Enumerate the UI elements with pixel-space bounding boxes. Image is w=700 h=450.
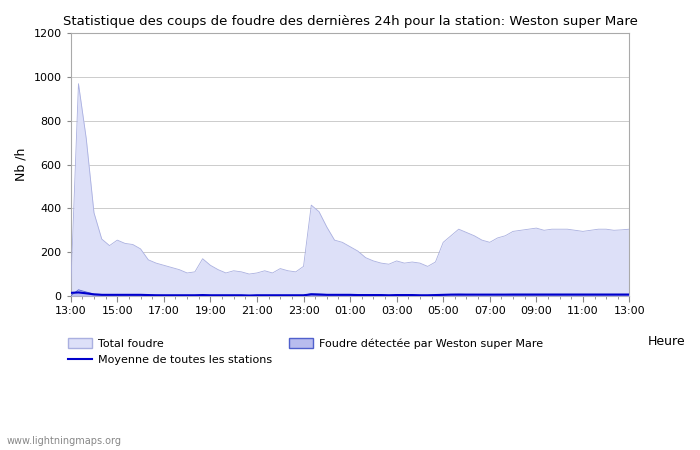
Y-axis label: Nb /h: Nb /h [15, 148, 28, 181]
Legend: Total foudre, Moyenne de toutes les stations, Foudre détectée par Weston super M: Total foudre, Moyenne de toutes les stat… [68, 338, 542, 365]
Text: Heure: Heure [648, 335, 685, 348]
Text: www.lightningmaps.org: www.lightningmaps.org [7, 436, 122, 446]
Title: Statistique des coups de foudre des dernières 24h pour la station: Weston super : Statistique des coups de foudre des dern… [62, 15, 638, 28]
